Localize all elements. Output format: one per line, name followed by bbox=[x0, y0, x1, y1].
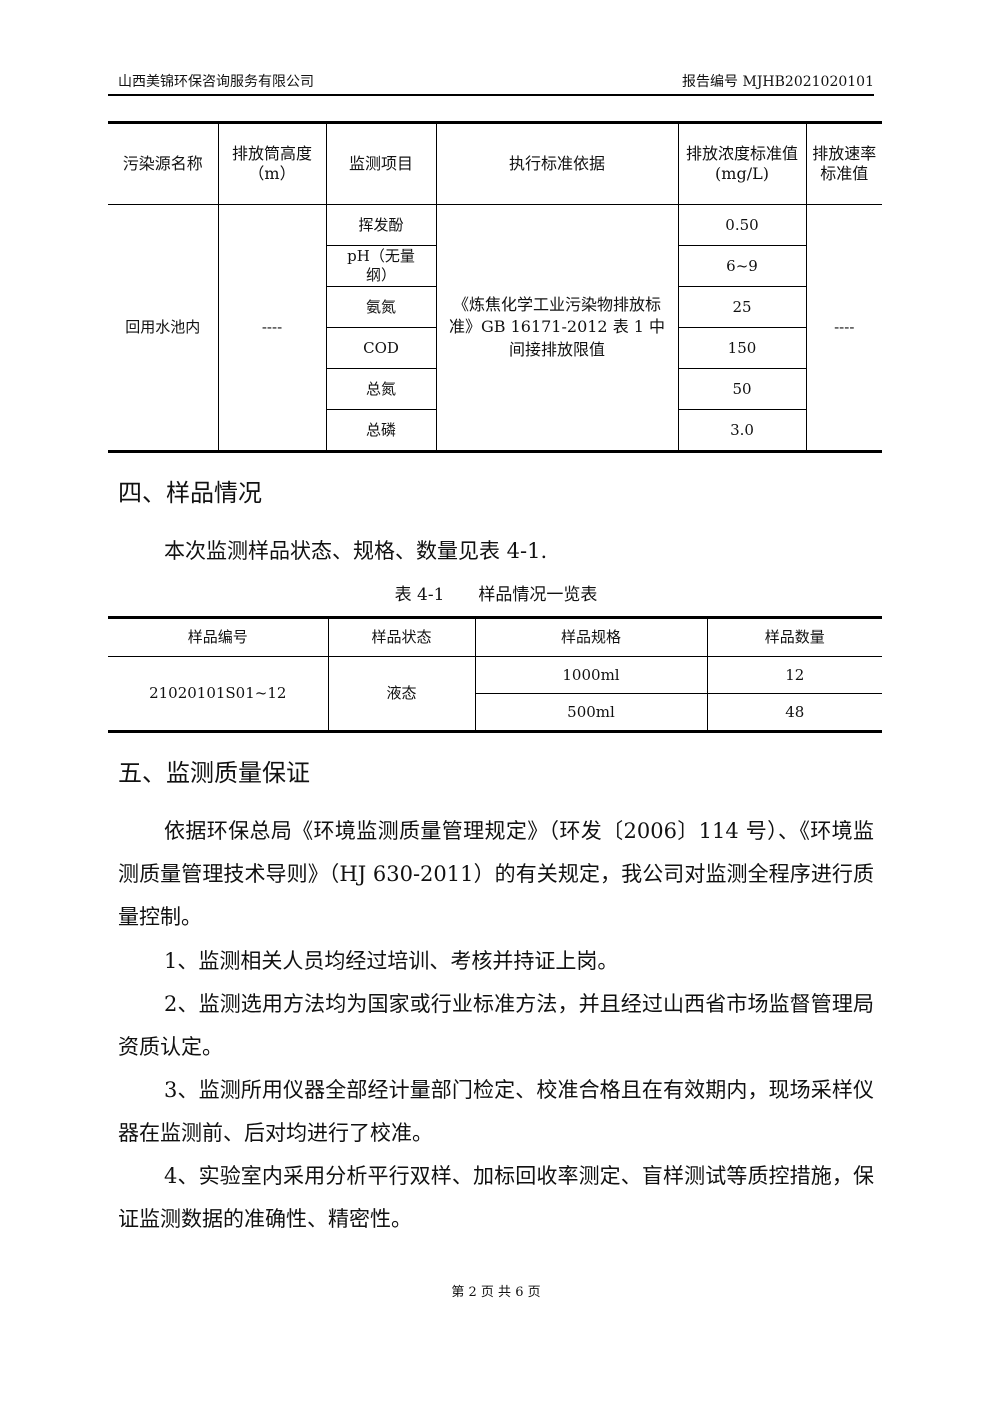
item-cell: 总氮 bbox=[326, 368, 437, 410]
sample-state-cell: 液态 bbox=[327, 656, 476, 732]
col-header: 样品编号 bbox=[108, 617, 329, 657]
paragraph: 2、监测选用方法均为国家或行业标准方法，并且经过山西省市场监督管理局资质认定。 bbox=[118, 992, 874, 1059]
value-cell: 50 bbox=[677, 368, 806, 410]
sample-id-cell: 21020101S01~12 bbox=[108, 656, 329, 732]
value-cell: 6~9 bbox=[677, 245, 806, 287]
paragraph: 1、监测相关人员均经过培训、考核并持证上岗。 bbox=[164, 949, 619, 973]
item-cell: pH（无量纲） bbox=[326, 245, 437, 287]
standard-cell: 《炼焦化学工业污染物排放标准》GB 16171-2012 表 1 中间接排放限值 bbox=[435, 204, 679, 452]
item-cell: COD bbox=[326, 327, 437, 369]
col-header: 排放筒高度（m） bbox=[217, 122, 327, 205]
section-5-heading: 五、监测质量保证 bbox=[118, 759, 310, 787]
value-cell: 25 bbox=[677, 286, 806, 328]
col-header: 排放浓度标准值(mg/L) bbox=[677, 122, 807, 205]
value-cell: 150 bbox=[677, 327, 806, 369]
item-cell: 氨氮 bbox=[326, 286, 437, 328]
qty-cell: 12 bbox=[706, 656, 882, 694]
spec-cell: 1000ml bbox=[474, 656, 708, 694]
col-header: 样品数量 bbox=[706, 617, 882, 657]
col-header: 样品规格 bbox=[474, 617, 708, 657]
rate-cell: ---- bbox=[805, 204, 882, 452]
col-header: 监测项目 bbox=[325, 122, 437, 205]
paragraph: 4、实验室内采用分析平行双样、加标回收率测定、盲样测试等质控措施，保证监测数据的… bbox=[118, 1164, 874, 1231]
company-name: 山西美锦环保咨询服务有限公司 bbox=[118, 74, 314, 90]
value-cell: 0.50 bbox=[677, 204, 807, 246]
item-cell: 挥发酚 bbox=[325, 204, 437, 246]
col-header: 样品状态 bbox=[327, 617, 476, 657]
header-rule bbox=[108, 94, 874, 96]
samples-table: 样品编号 样品状态 样品规格 样品数量 21020101S01~12 液态 10… bbox=[108, 616, 882, 733]
paragraph: 3、监测所用仪器全部经计量部门检定、校准合格且在有效期内，现场采样仪器在监测前、… bbox=[118, 1078, 874, 1145]
qty-cell: 48 bbox=[706, 693, 882, 732]
section-4-paragraph: 本次监测样品状态、规格、数量见表 4-1. bbox=[164, 539, 548, 563]
col-header: 执行标准依据 bbox=[435, 122, 679, 205]
section-4-heading: 四、样品情况 bbox=[118, 479, 262, 507]
value-cell: 3.0 bbox=[677, 409, 806, 452]
source-cell: 回用水池内 bbox=[108, 204, 219, 452]
standards-table: 污染源名称 排放筒高度（m） 监测项目 执行标准依据 排放浓度标准值(mg/L)… bbox=[108, 121, 882, 453]
paragraph: 依据环保总局《环境监测质量管理规定》（环发〔2006〕114 号）、《环境监测质… bbox=[118, 819, 874, 929]
col-header: 污染源名称 bbox=[108, 122, 219, 205]
report-number: 报告编号 MJHB2021020101 bbox=[682, 74, 874, 90]
page-number: 第 2 页 共 6 页 bbox=[451, 1285, 541, 1300]
item-cell: 总磷 bbox=[326, 409, 437, 452]
height-cell: ---- bbox=[217, 204, 327, 452]
table-caption: 表 4-1 样品情况一览表 bbox=[394, 585, 598, 605]
spec-cell: 500ml bbox=[475, 693, 708, 732]
col-header: 排放速率标准值 bbox=[805, 122, 882, 205]
